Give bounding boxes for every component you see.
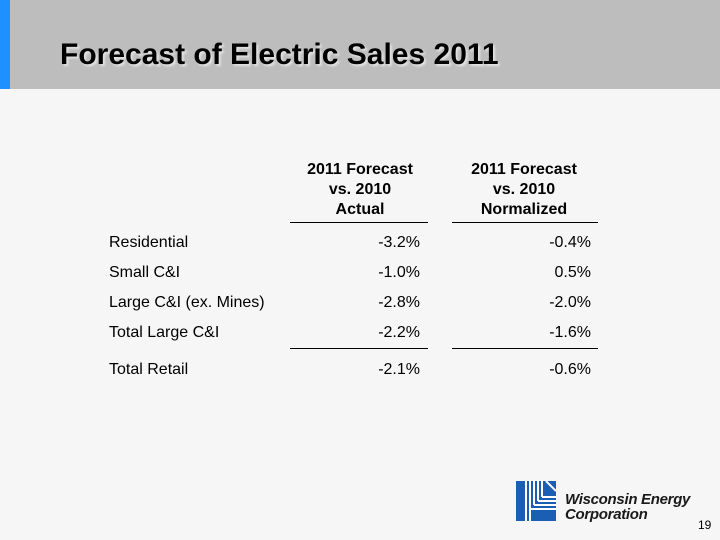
column-header-line: vs. 2010 — [492, 181, 556, 198]
total-rule — [290, 348, 428, 349]
row-label: Total Retail — [109, 361, 189, 378]
column-header-line: Normalized — [480, 201, 568, 218]
cell-actual: -2.8% — [378, 294, 420, 311]
company-name-line: Corporation — [565, 506, 648, 523]
cell-normalized: 0.5% — [554, 264, 591, 281]
cell-normalized: -0.6% — [549, 361, 591, 378]
wisconsin-energy-logo-icon — [516, 481, 556, 521]
cell-normalized: -0.4% — [549, 234, 591, 251]
column-header-line: 2011 Forecast — [471, 161, 577, 178]
row-label: Total Large C&I — [109, 324, 220, 341]
slide-title: Forecast of Electric Sales 2011 — [60, 38, 499, 71]
cell-normalized: -1.6% — [549, 324, 591, 341]
column-header-actual: 2011 Forecast vs. 2010 Actual — [290, 160, 430, 220]
company-name: Wisconsin Energy Corporation — [565, 492, 690, 522]
cell-actual: -2.1% — [378, 361, 420, 378]
company-name-line: Wisconsin Energy — [565, 491, 691, 508]
accent-strip — [0, 0, 10, 89]
column-header-line: Actual — [335, 201, 385, 218]
column-header-normalized: 2011 Forecast vs. 2010 Normalized — [454, 160, 594, 220]
header-rule — [452, 222, 598, 223]
cell-actual: -1.0% — [378, 264, 420, 281]
page-number: 19 — [698, 518, 712, 532]
cell-normalized: -2.0% — [549, 294, 591, 311]
header-rule — [290, 222, 428, 223]
column-header-line: vs. 2010 — [328, 181, 392, 198]
total-rule — [452, 348, 598, 349]
title-bar — [0, 0, 720, 89]
row-label: Large C&I (ex. Mines) — [109, 294, 265, 311]
cell-actual: -3.2% — [378, 234, 420, 251]
row-label: Small C&I — [109, 264, 181, 281]
column-header-line: 2011 Forecast — [307, 161, 413, 178]
row-label: Residential — [109, 234, 189, 251]
cell-actual: -2.2% — [378, 324, 420, 341]
